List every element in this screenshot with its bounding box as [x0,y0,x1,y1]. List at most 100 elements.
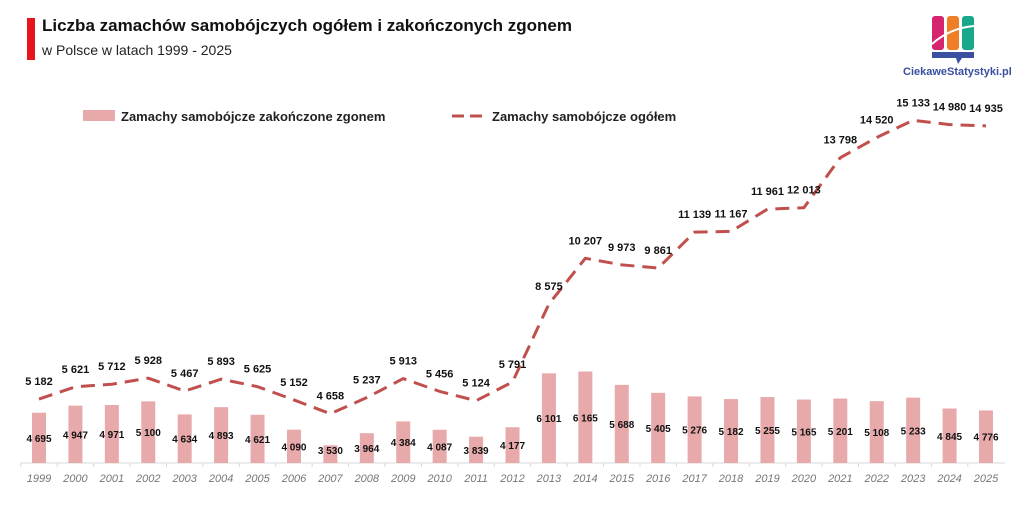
bar-data-label: 4 177 [500,441,525,452]
bar-data-label: 4 621 [245,435,270,446]
bar [614,384,629,463]
bar [651,392,666,463]
line-data-label: 15 133 [896,97,930,109]
line-data-label: 5 621 [62,364,90,376]
legend-line-label: Zamachy samobójcze ogółem [492,109,676,124]
bar [432,429,447,463]
x-tick-label: 2007 [317,473,343,485]
bar-data-label: 4 384 [391,438,416,449]
x-tick-label: 2023 [900,473,926,485]
logo-icon [931,16,975,64]
bar-data-label: 5 182 [719,427,744,438]
chart-title: Liczba zamachów samobójczych ogółem i za… [42,16,572,35]
bar [469,436,484,463]
x-tick-label: 2008 [354,473,380,485]
bar-data-label: 3 839 [464,446,489,457]
line-data-label: 5 467 [171,368,199,380]
x-tick-label: 2024 [936,473,961,485]
bar [869,401,884,463]
bar [68,405,83,463]
bar-data-label: 4 090 [281,442,306,453]
bar-data-label: 5 688 [609,420,634,431]
bar-data-label: 5 405 [646,424,671,435]
bar [541,373,556,463]
bar [286,429,301,463]
line-data-label: 9 861 [644,245,672,257]
x-tick-label: 2020 [791,473,817,485]
line-data-label: 11 167 [715,208,748,220]
line-data-label: 14 980 [933,102,967,114]
bar-data-label: 3 964 [354,444,379,455]
title-accent-bar [27,18,35,60]
x-tick-label: 2025 [973,473,999,485]
bar [250,414,265,463]
bar [359,433,374,463]
x-tick-label: 2017 [681,473,707,485]
bar [796,399,811,463]
line-data-label: 5 928 [135,355,163,367]
bar [578,371,593,463]
bar-data-label: 4 695 [26,434,51,445]
bar-data-label: 3 530 [318,446,343,457]
bar-data-label: 5 233 [901,426,926,437]
x-tick-label: 1999 [27,473,51,485]
line-data-label: 11 961 [751,186,784,198]
x-tick-label: 2019 [754,473,779,485]
line-data-label: 8 575 [535,281,563,293]
bar [177,414,192,463]
bar [979,410,993,463]
bar-data-label: 6 165 [573,413,598,424]
bar-data-label: 4 947 [63,430,88,441]
x-tick-label: 2012 [499,473,524,485]
line-data-label: 5 152 [280,377,308,389]
x-tick-label: 2015 [609,473,635,485]
line-data-label: 5 456 [426,368,454,380]
line-data-label: 5 791 [499,359,527,371]
x-tick-label: 2002 [135,473,160,485]
bar [32,412,46,463]
chart-subtitle: w Polsce w latach 1999 - 2025 [42,42,232,58]
line-data-label: 5 913 [389,356,417,368]
x-tick-label: 2003 [171,473,197,485]
line-data-label: 13 798 [823,135,857,147]
bar [906,397,921,463]
bar-data-label: 5 276 [682,426,707,437]
bar [687,396,702,463]
bar-data-label: 4 971 [99,430,124,441]
bar [214,407,229,463]
line-data-label: 4 658 [317,391,345,403]
bar [396,421,411,463]
bar [141,401,156,463]
line-data-label: 5 182 [25,376,53,388]
x-tick-label: 2009 [390,473,415,485]
line-data-label: 10 207 [569,235,603,247]
line-data-label: 5 124 [462,378,490,390]
x-tick-label: 2018 [718,473,744,485]
x-tick-label: 2013 [536,473,562,485]
bar [505,427,520,463]
x-tick-label: 2004 [208,473,233,485]
line-data-label: 12 013 [787,185,821,197]
logo-text: CiekaweStatystyki.pl [903,66,1012,78]
x-tick-label: 2001 [99,473,124,485]
bar [833,398,848,463]
x-tick-label: 2016 [645,473,671,485]
legend-bar-label: Zamachy samobójcze zakończone zgonem [121,109,385,124]
line-data-label: 5 712 [98,361,126,373]
x-tick-label: 2010 [426,473,452,485]
x-tick-label: 2006 [281,473,307,485]
bar-data-label: 4 893 [209,431,234,442]
bar [760,397,775,463]
bar-data-label: 5 108 [864,428,889,439]
line-data-label: 9 973 [608,242,636,254]
bar-data-label: 4 776 [973,433,998,444]
line-series [38,118,987,416]
bar-data-label: 4 087 [427,442,452,453]
line-data-label: 5 625 [244,364,272,376]
bar-data-label: 5 255 [755,426,780,437]
bar [323,445,338,463]
x-tick-label: 2022 [863,473,888,485]
bar [104,404,119,463]
x-tick-label: 2000 [62,473,88,485]
x-tick-label: 2005 [244,473,270,485]
